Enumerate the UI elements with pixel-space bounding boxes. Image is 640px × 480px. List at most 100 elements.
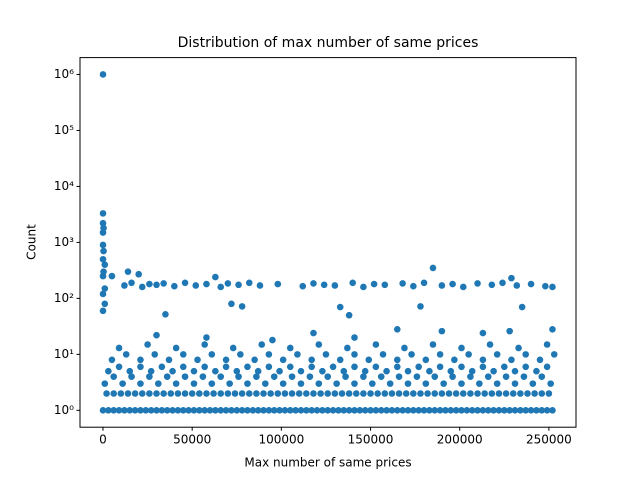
point bbox=[481, 390, 488, 397]
point bbox=[303, 390, 310, 397]
point bbox=[172, 380, 180, 387]
point bbox=[438, 390, 446, 397]
point bbox=[217, 407, 225, 414]
point bbox=[254, 367, 262, 375]
point bbox=[319, 407, 326, 414]
point bbox=[137, 407, 144, 414]
point bbox=[458, 344, 465, 352]
point bbox=[135, 270, 142, 278]
point bbox=[324, 407, 332, 414]
point bbox=[543, 363, 551, 371]
point bbox=[351, 351, 358, 358]
point bbox=[417, 303, 424, 310]
point bbox=[196, 407, 203, 414]
point bbox=[131, 390, 139, 397]
point bbox=[160, 390, 167, 397]
point bbox=[545, 390, 553, 397]
point bbox=[502, 390, 510, 397]
point bbox=[429, 264, 437, 272]
point bbox=[105, 367, 112, 375]
point bbox=[115, 407, 123, 414]
point bbox=[292, 407, 299, 414]
point bbox=[158, 363, 166, 371]
point bbox=[201, 363, 208, 371]
point bbox=[458, 380, 465, 387]
point bbox=[463, 407, 471, 414]
point bbox=[511, 380, 519, 387]
point bbox=[260, 390, 267, 397]
point bbox=[274, 280, 282, 288]
point bbox=[308, 356, 315, 364]
point bbox=[458, 363, 465, 371]
point bbox=[231, 390, 239, 397]
point bbox=[196, 390, 203, 397]
point bbox=[467, 390, 474, 397]
point bbox=[543, 341, 551, 348]
point bbox=[279, 380, 287, 387]
point bbox=[126, 367, 134, 375]
point bbox=[426, 407, 433, 414]
point bbox=[386, 380, 394, 387]
point bbox=[110, 373, 118, 380]
point bbox=[201, 341, 208, 348]
point bbox=[458, 407, 465, 414]
point bbox=[128, 279, 135, 287]
point bbox=[99, 307, 107, 315]
point bbox=[329, 363, 337, 371]
point bbox=[369, 380, 376, 387]
point bbox=[527, 280, 535, 288]
point bbox=[121, 282, 128, 289]
point bbox=[452, 390, 460, 397]
point bbox=[393, 356, 401, 364]
point bbox=[426, 367, 433, 375]
point bbox=[99, 241, 107, 249]
point bbox=[101, 380, 109, 387]
point bbox=[404, 407, 412, 414]
point bbox=[126, 407, 134, 414]
point bbox=[345, 311, 353, 319]
point bbox=[297, 407, 305, 414]
point bbox=[451, 356, 458, 364]
point bbox=[267, 390, 274, 397]
point bbox=[370, 280, 378, 288]
point bbox=[295, 390, 303, 397]
point bbox=[201, 407, 208, 414]
point bbox=[522, 363, 530, 371]
point bbox=[163, 407, 171, 414]
point bbox=[372, 363, 380, 371]
point bbox=[415, 363, 422, 371]
point bbox=[279, 356, 287, 364]
point bbox=[162, 310, 169, 318]
point bbox=[367, 390, 374, 397]
point bbox=[100, 268, 107, 275]
point bbox=[245, 279, 253, 287]
point bbox=[420, 279, 428, 287]
point bbox=[465, 351, 472, 358]
point bbox=[174, 407, 182, 414]
point bbox=[260, 407, 267, 414]
point bbox=[181, 373, 189, 380]
point bbox=[377, 407, 385, 414]
point bbox=[399, 407, 406, 414]
point bbox=[381, 390, 389, 397]
point bbox=[399, 280, 406, 287]
point bbox=[336, 356, 344, 364]
point bbox=[447, 367, 455, 375]
point bbox=[431, 373, 439, 380]
point bbox=[303, 407, 310, 414]
point bbox=[518, 303, 526, 311]
point bbox=[190, 380, 198, 387]
point bbox=[495, 390, 503, 397]
point bbox=[101, 300, 109, 308]
point bbox=[146, 280, 153, 288]
point bbox=[110, 390, 118, 397]
point bbox=[550, 351, 558, 358]
y-tick-label: 10¹ bbox=[54, 347, 74, 361]
x-axis-label: Max number of same prices bbox=[244, 456, 411, 470]
point bbox=[538, 373, 546, 380]
point bbox=[372, 341, 380, 348]
point bbox=[395, 373, 403, 380]
point bbox=[190, 367, 198, 375]
point bbox=[527, 407, 535, 414]
